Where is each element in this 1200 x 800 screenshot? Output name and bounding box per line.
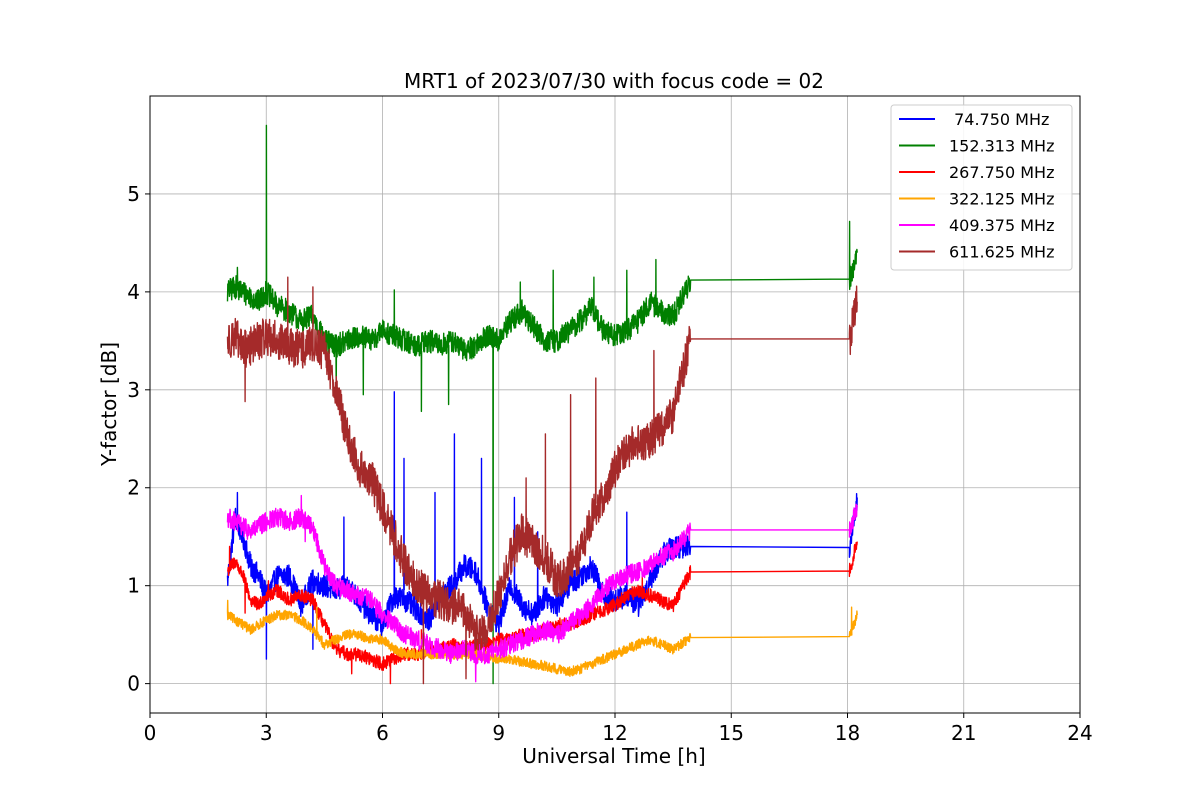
x-tick-label: 9 <box>492 721 505 745</box>
legend-box <box>890 104 1073 271</box>
series-layer <box>226 124 858 685</box>
legend-entry: 611.625 MHz <box>949 243 1054 262</box>
chart-title: MRT1 of 2023/07/30 with focus code = 02 <box>404 69 824 93</box>
y-axis-label: Y-factor [dB] <box>97 342 121 467</box>
x-tick-label: 3 <box>260 721 273 745</box>
series-line <box>226 494 858 683</box>
series-line <box>226 124 858 685</box>
y-tick-label: 5 <box>127 182 140 206</box>
y-tick-label: 3 <box>127 378 140 402</box>
y-tick-label: 4 <box>127 280 140 304</box>
x-axis-label: Universal Time [h] <box>522 744 705 768</box>
x-tick-label: 18 <box>835 721 860 745</box>
legend-entry: 267.750 MHz <box>949 163 1054 182</box>
legend-entry: 409.375 MHz <box>949 216 1054 235</box>
legend-entry: 322.125 MHz <box>949 190 1054 209</box>
x-tick-label: 0 <box>144 721 157 745</box>
series-line <box>226 599 858 677</box>
x-tick-label: 21 <box>951 721 976 745</box>
x-tick-label: 24 <box>1067 721 1092 745</box>
y-tick-label: 2 <box>127 476 140 500</box>
legend-entry: 152.313 MHz <box>949 137 1054 156</box>
x-tick-label: 12 <box>602 721 627 745</box>
y-tick-label: 1 <box>127 574 140 598</box>
series-line <box>226 276 858 685</box>
legend: 74.750 MHz 152.313 MHz 267.750 MHz 322.125 … <box>890 104 1073 271</box>
legend-entry: 74.750 MHz <box>949 110 1049 129</box>
x-tick-label: 6 <box>376 721 389 745</box>
y-tick-label: 0 <box>127 672 140 696</box>
x-tick-label: 15 <box>719 721 744 745</box>
